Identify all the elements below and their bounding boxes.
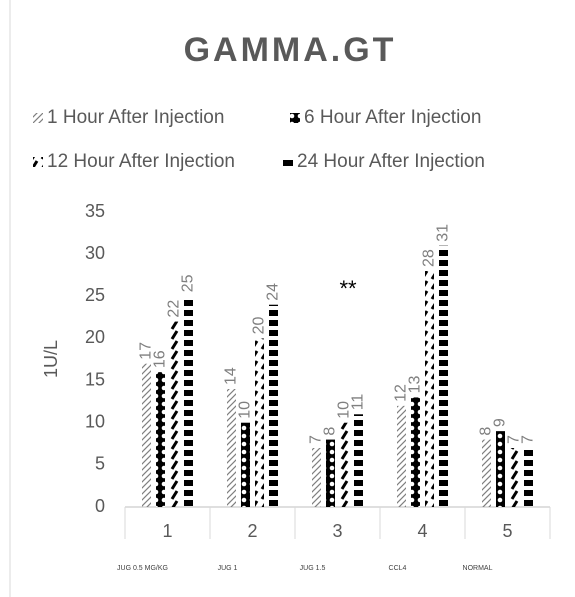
bar: [241, 422, 250, 507]
legend-swatch: [283, 157, 293, 167]
chart-title: GAMMA.GT: [184, 31, 397, 69]
data-label: 22: [166, 300, 183, 318]
x-tick-label: 4: [417, 521, 427, 541]
category-sublabel: NORMAL: [463, 565, 493, 572]
category-sublabel: CCL4: [389, 565, 407, 572]
data-label: 7: [520, 435, 537, 444]
data-label: 20: [251, 317, 268, 335]
x-tick-label: 5: [502, 521, 512, 541]
data-label: 11: [350, 394, 367, 411]
y-axis-label: 1U/L: [41, 340, 61, 378]
bar: [510, 448, 519, 507]
y-tick-label: 25: [85, 285, 105, 305]
bar: [326, 439, 335, 507]
data-label: 24: [265, 283, 282, 301]
legend-swatch: [290, 113, 300, 123]
bar: [425, 271, 434, 507]
data-label: 25: [180, 274, 197, 292]
legend-label: 1 Hour After Injection: [47, 107, 224, 128]
data-label: 28: [421, 249, 438, 267]
legend-swatch: [33, 113, 43, 123]
annotation: **: [339, 276, 357, 301]
y-tick-label: 5: [95, 454, 105, 474]
legend-label: 24 Hour After Injection: [297, 151, 485, 172]
bar: [397, 405, 406, 507]
bar: [142, 363, 151, 507]
data-label: 10: [336, 401, 353, 419]
data-label: 8: [322, 427, 339, 436]
x-tick-label: 2: [247, 521, 257, 541]
data-label: 13: [407, 376, 424, 394]
data-label: 31: [435, 224, 452, 242]
legend-label: 6 Hour After Injection: [304, 107, 481, 128]
data-label: 9: [492, 418, 509, 427]
bar: [496, 431, 505, 507]
data-label: 8: [478, 427, 495, 436]
data-label: 16: [152, 350, 169, 368]
bar: [227, 389, 236, 507]
bar: [482, 439, 491, 507]
bar: [411, 397, 420, 507]
data-label: 7: [506, 435, 523, 444]
data-label: 14: [223, 367, 240, 385]
y-tick-label: 0: [95, 496, 105, 516]
bar: [340, 422, 349, 507]
x-tick-label: 1: [162, 521, 172, 541]
x-tick-label: 3: [332, 521, 342, 541]
bar: [156, 372, 165, 507]
legend-swatch: [33, 157, 43, 167]
y-tick-label: 20: [85, 327, 105, 347]
bar: [255, 338, 264, 507]
bar: [170, 321, 179, 507]
data-label: 17: [138, 342, 155, 360]
bar: [354, 414, 363, 507]
data-label: 12: [393, 384, 410, 402]
category-sublabel: JUG 0.5 MG/KG: [117, 565, 168, 572]
bar: [312, 448, 321, 507]
y-tick-label: 15: [85, 369, 105, 389]
legend-label: 12 Hour After Injection: [47, 151, 235, 172]
bar: [184, 296, 193, 507]
data-label: 7: [308, 435, 325, 444]
bar: [269, 304, 278, 507]
bar: [524, 448, 533, 507]
y-tick-label: 30: [85, 243, 105, 263]
data-label: 10: [237, 401, 254, 419]
y-tick-label: 35: [85, 201, 105, 221]
category-sublabel: JUG 1: [218, 565, 238, 572]
category-sublabel: JUG 1.5: [300, 565, 326, 572]
y-tick-label: 10: [85, 411, 105, 431]
bar: [439, 245, 448, 507]
